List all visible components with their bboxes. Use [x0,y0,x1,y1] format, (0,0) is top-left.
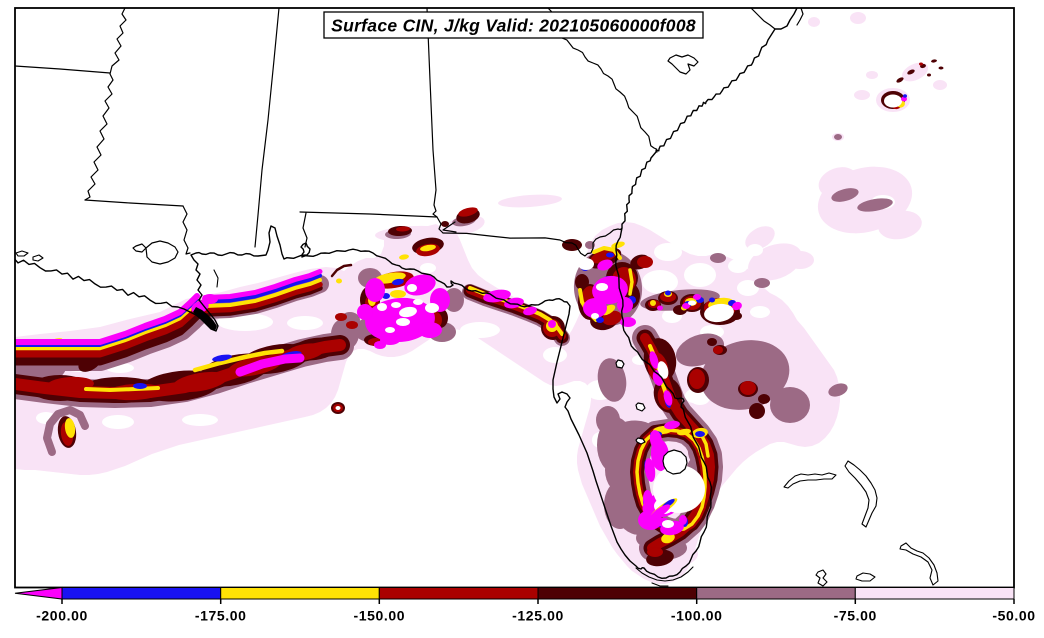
svg-text:-100.00: -100.00 [671,608,723,624]
svg-text:-200.00: -200.00 [36,608,88,624]
svg-text:Surface CIN, J/kg Valid: 20210: Surface CIN, J/kg Valid: 202105060000f00… [331,16,696,36]
svg-text:-175.00: -175.00 [195,608,247,624]
svg-text:-75.00: -75.00 [834,608,877,624]
svg-text:-50.00: -50.00 [992,608,1035,624]
svg-text:-125.00: -125.00 [512,608,564,624]
svg-text:-150.00: -150.00 [353,608,405,624]
